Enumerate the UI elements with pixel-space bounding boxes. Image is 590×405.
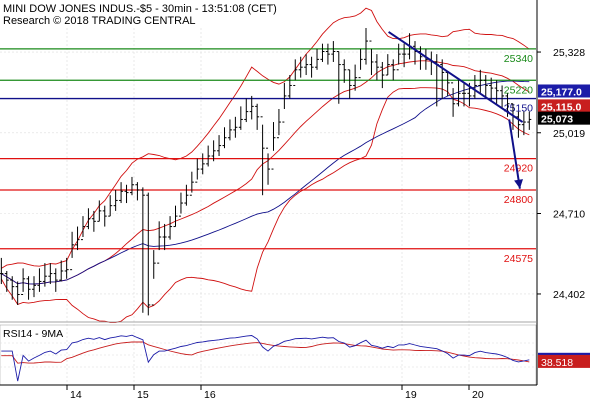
- time-axis-tick-label: 16: [204, 389, 216, 400]
- level-label: 25150: [504, 103, 533, 115]
- price-tag-background: [538, 99, 590, 113]
- projection-arrow-head: [514, 179, 523, 189]
- rsi-panel-label: RSI14 - 9MA: [3, 328, 63, 340]
- text-layer: MINI DOW JONES INDUS.-$5 - 30min - 13:51…: [3, 3, 277, 340]
- level-label: 25220: [504, 84, 533, 96]
- rsi-line: [1, 334, 530, 382]
- time-axis-tick-label: 14: [70, 389, 82, 400]
- price-tag-label: 25,115.0: [541, 101, 581, 113]
- time-axis-tick-label: 20: [472, 389, 484, 400]
- bollinger-middle: [1, 60, 530, 285]
- rsi-tag-background: [538, 354, 590, 368]
- trendline-layer: [388, 31, 524, 189]
- rsi-tag-label: 38.518: [541, 357, 573, 369]
- price-tag-label: 25,177.0: [541, 86, 582, 98]
- price-axis-tick-label: 25,328: [553, 47, 585, 59]
- bollinger-lower: [0, 87, 530, 323]
- price-bars-layer: [0, 28, 532, 316]
- projection-arrow-shaft: [508, 119, 521, 189]
- chart-title: MINI DOW JONES INDUS.-$5 - 30min - 13:51…: [3, 3, 277, 15]
- rsi-layer: [0, 324, 537, 386]
- level-label: 25340: [504, 53, 533, 65]
- level-label: 24800: [504, 194, 533, 206]
- price-tag-background: [538, 84, 590, 98]
- price-tag-background: [538, 111, 590, 125]
- level-label: 24920: [504, 163, 533, 175]
- chart-subtitle: Research © 2018 TRADING CENTRAL: [3, 15, 196, 27]
- price-tag-label: 25,073: [541, 114, 573, 126]
- trendline: [388, 31, 524, 123]
- time-axis-tick-label: 15: [137, 389, 149, 400]
- level-label: 24575: [504, 253, 533, 265]
- price-axis-tick-label: 25,019: [553, 128, 585, 140]
- bollinger-upper: [1, 7, 530, 269]
- price-axis-tick-label: 24,710: [553, 208, 585, 220]
- price-axis-tick-label: 24,402: [553, 289, 585, 301]
- time-axis-tick-label: 19: [405, 389, 417, 400]
- rsi-ma-line: [1, 341, 530, 364]
- moving-average-line: [1, 80, 530, 285]
- grid-layer: [0, 28, 536, 385]
- bollinger-layer: [0, 7, 530, 323]
